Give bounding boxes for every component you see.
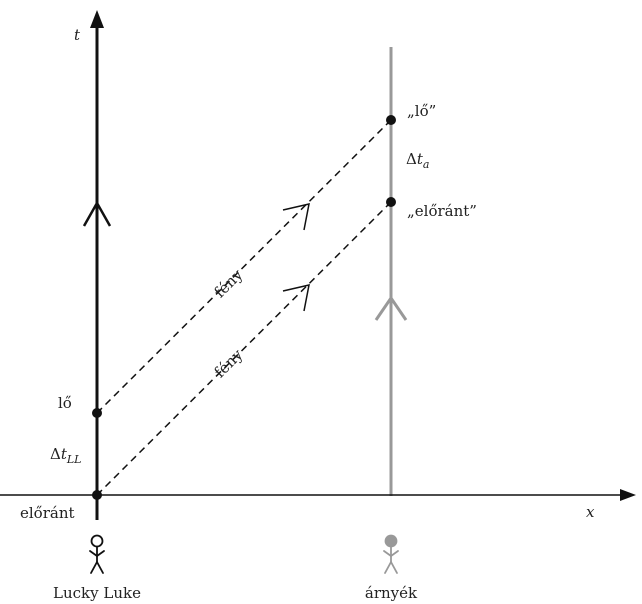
x-axis-arrowhead (620, 489, 636, 501)
light-label-upper: fény (211, 265, 247, 301)
light-ray-lower-arrow (282, 284, 310, 312)
light-ray-upper-arrow (282, 203, 310, 231)
shadow-draw-label: „előránt” (407, 202, 477, 220)
stick-figure-hollow-icon (89, 534, 105, 574)
t-axis-arrowhead (90, 10, 104, 28)
event-lucky-luke-draw (92, 490, 102, 500)
stick-figure-filled-icon (383, 534, 399, 574)
shadow-shoot-label: „lő” (407, 102, 436, 120)
interval-sub: LL (66, 453, 82, 466)
lucky-luke-draw-label: előránt (20, 504, 75, 522)
interval-var: t (417, 150, 424, 168)
interval-sub: a (423, 158, 430, 171)
light-ray-upper (96, 119, 392, 414)
shadow-name: árnyék (365, 584, 418, 602)
lucky-luke-interval-label: ΔtLL (50, 445, 81, 466)
x-axis-label: x (586, 503, 595, 521)
shadow-worldline-arrow (374, 295, 408, 321)
t-axis-label: t (74, 26, 81, 44)
lucky-luke-name: Lucky Luke (53, 584, 141, 602)
interval-var: t (61, 445, 68, 463)
event-shadow-draw (386, 197, 396, 207)
interval-delta: Δ (406, 150, 417, 168)
lucky-luke-shoot-label: lő (58, 394, 72, 412)
event-shadow-shoot (386, 115, 396, 125)
shadow-interval-label: Δta (406, 150, 429, 171)
interval-delta: Δ (50, 445, 61, 463)
light-ray-lower (96, 201, 392, 496)
lucky-luke-worldline-arrow (82, 200, 112, 227)
event-lucky-luke-shoot (92, 408, 102, 418)
